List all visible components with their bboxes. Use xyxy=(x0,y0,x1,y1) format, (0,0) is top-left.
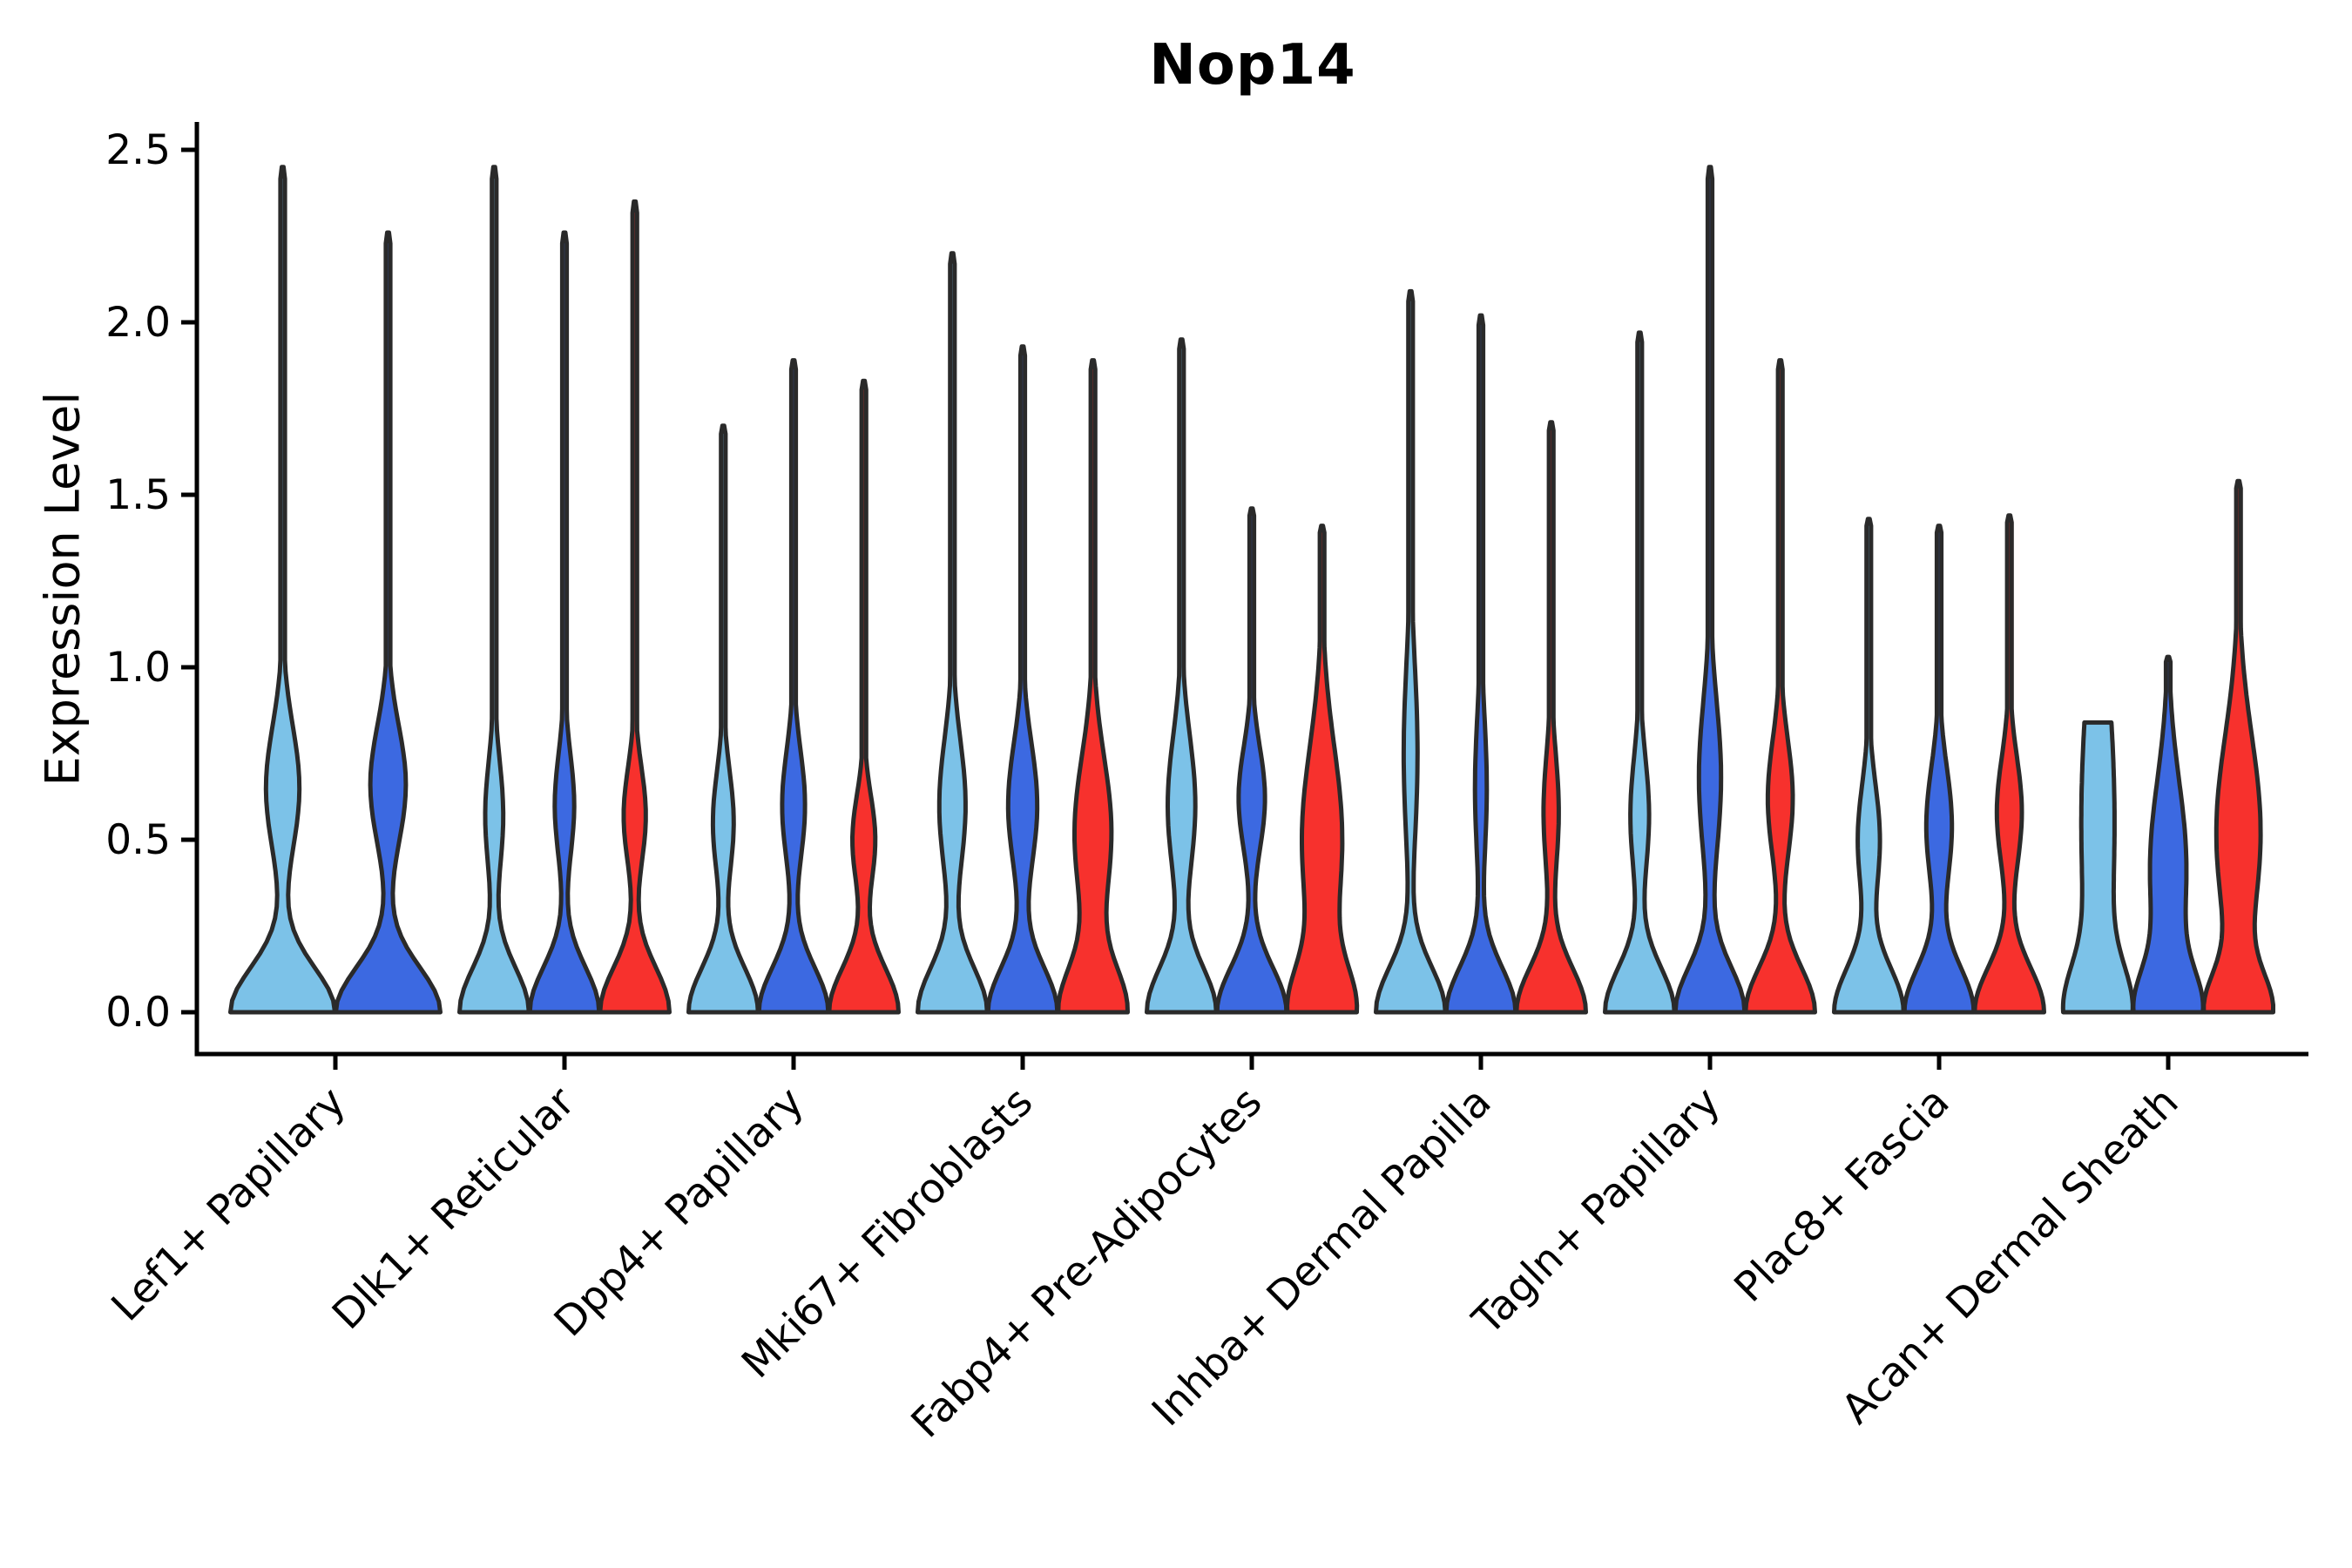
y-tick-label: 0.5 xyxy=(105,816,171,864)
violin-mki67-dark_blue xyxy=(985,344,1060,1015)
violin-lef1-dark_blue xyxy=(334,230,443,1015)
y-axis-title: Expression Level xyxy=(35,391,91,787)
violin-tagln-dark_blue xyxy=(1673,165,1747,1015)
violin-dlk1-red xyxy=(598,199,672,1015)
violin-acan-red xyxy=(2201,478,2275,1015)
violin-inhba-dark_blue xyxy=(1443,313,1518,1015)
violin-fabp4-red xyxy=(1285,524,1360,1015)
x-tick-label: Tagln+ Papillary xyxy=(1463,1078,1730,1345)
violin-dpp4-dark_blue xyxy=(756,358,831,1015)
x-tick-label: Plac8+ Fascia xyxy=(1726,1078,1959,1312)
violin-tagln-light_blue xyxy=(1603,330,1677,1015)
violin-inhba-red xyxy=(1514,420,1588,1015)
violin-inhba-light_blue xyxy=(1374,288,1448,1015)
chart-title: Nop14 xyxy=(1149,33,1356,98)
violin-mki67-light_blue xyxy=(916,251,990,1015)
violin-plac8-red xyxy=(1972,513,2046,1015)
violin-dlk1-dark_blue xyxy=(527,230,602,1015)
x-tick-label: Dpp4+ Papillary xyxy=(545,1078,814,1347)
violin-dlk1-light_blue xyxy=(457,165,531,1015)
violin-dpp4-light_blue xyxy=(686,423,760,1015)
y-tick-label: 0.0 xyxy=(105,989,171,1037)
violin-acan-dark_blue xyxy=(2131,654,2206,1015)
y-tick-label: 2.5 xyxy=(105,126,171,174)
violin-plac8-dark_blue xyxy=(1902,524,1977,1015)
violin-acan-light_blue xyxy=(2060,720,2135,1015)
violin-plac8-light_blue xyxy=(1832,517,1906,1015)
violin-fabp4-light_blue xyxy=(1145,337,1219,1015)
violin-dpp4-red xyxy=(827,378,901,1015)
violin-tagln-red xyxy=(1743,358,1817,1015)
violin-fabp4-dark_blue xyxy=(1214,506,1289,1015)
x-tick-label: Lef1+ Papillary xyxy=(103,1078,355,1331)
y-tick-label: 1.0 xyxy=(105,644,171,692)
violin-mki67-red xyxy=(1056,358,1130,1015)
y-tick-label: 1.5 xyxy=(105,471,171,519)
violin-lef1-light_blue xyxy=(228,165,337,1015)
y-tick-label: 2.0 xyxy=(105,299,171,347)
x-tick-label: Dlk1+ Reticular xyxy=(323,1078,585,1339)
